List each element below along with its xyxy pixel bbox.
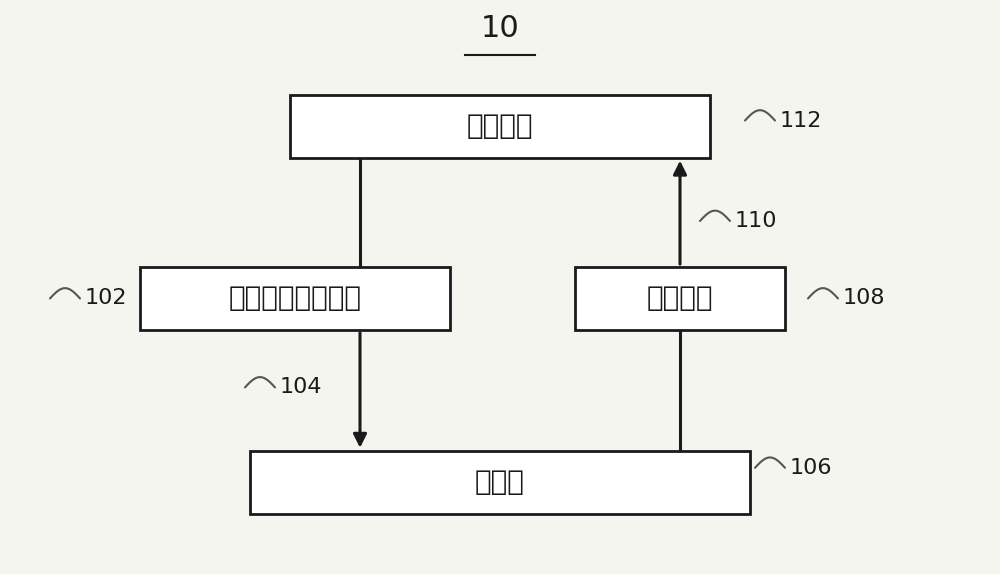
Text: 传感棒: 传感棒: [475, 468, 525, 496]
Text: 感测电路: 感测电路: [647, 285, 713, 312]
Bar: [290, 95, 710, 158]
Bar: [575, 267, 785, 330]
Text: 108: 108: [843, 289, 886, 308]
Text: 10: 10: [481, 14, 519, 43]
Text: 控制单元: 控制单元: [467, 113, 533, 140]
Text: 112: 112: [780, 111, 822, 130]
Text: 106: 106: [790, 458, 832, 478]
Bar: [250, 451, 750, 514]
Text: 量测信号产生电路: 量测信号产生电路: [228, 285, 362, 312]
Text: 102: 102: [85, 289, 128, 308]
Text: 104: 104: [280, 378, 322, 397]
Text: 110: 110: [735, 211, 778, 231]
Bar: [140, 267, 450, 330]
